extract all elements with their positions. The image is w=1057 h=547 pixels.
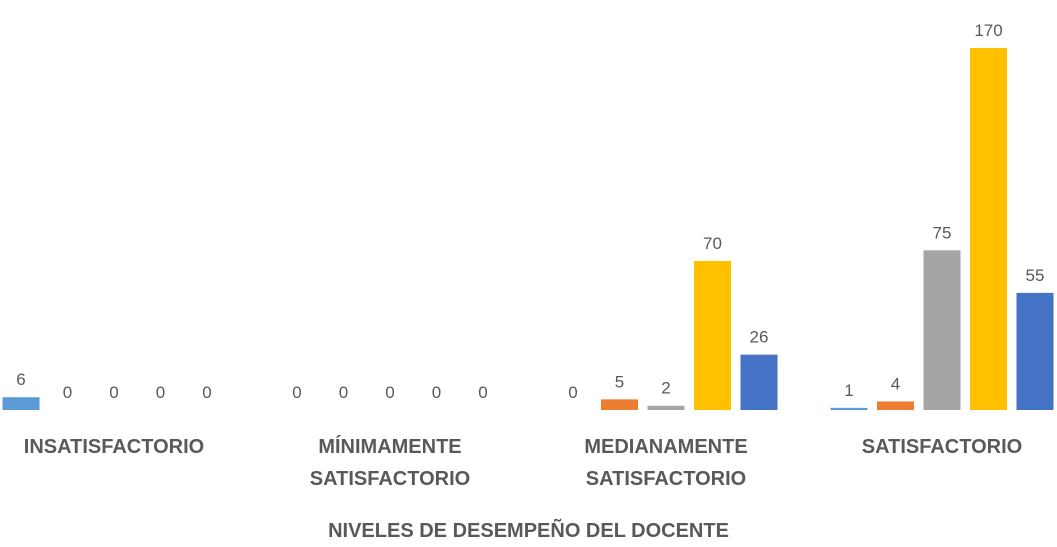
data-label: 0 [478,383,487,402]
data-label: 0 [385,383,394,402]
data-label: 2 [661,379,670,398]
data-label: 0 [156,383,165,402]
data-label: 0 [109,383,118,402]
data-label: 0 [432,383,441,402]
data-label: 75 [933,223,952,242]
bar [694,260,731,410]
bar [830,407,868,410]
bar [970,48,1007,410]
data-label: 5 [615,372,624,391]
x-axis-title: NIVELES DE DESEMPEÑO DEL DOCENTE [328,520,729,542]
bar [2,397,40,410]
bar [740,354,778,410]
data-label: 0 [202,383,211,402]
data-label: 170 [974,21,1002,40]
x-tick-label: SATISFACTORIO [861,436,1023,458]
data-label: 0 [339,383,348,402]
data-label: 6 [16,370,25,389]
bar [1016,292,1054,410]
data-label: 0 [568,383,577,402]
bar [601,399,638,410]
x-tick-label: MÍNIMAMENTE SATISFACTORIO [309,436,471,490]
bar [923,250,961,410]
x-tick-label: MEDIANAMENTE SATISFACTORIO [584,436,748,490]
data-label: 0 [63,383,72,402]
data-label: 70 [703,234,722,253]
data-label: 0 [292,383,301,402]
data-label: 1 [844,381,853,400]
bar [647,405,685,410]
data-label: 4 [891,374,900,393]
data-label: 26 [750,328,769,347]
data-label: 55 [1026,266,1045,285]
bar [877,401,914,410]
x-tick-label: INSATISFACTORIO [23,436,205,458]
